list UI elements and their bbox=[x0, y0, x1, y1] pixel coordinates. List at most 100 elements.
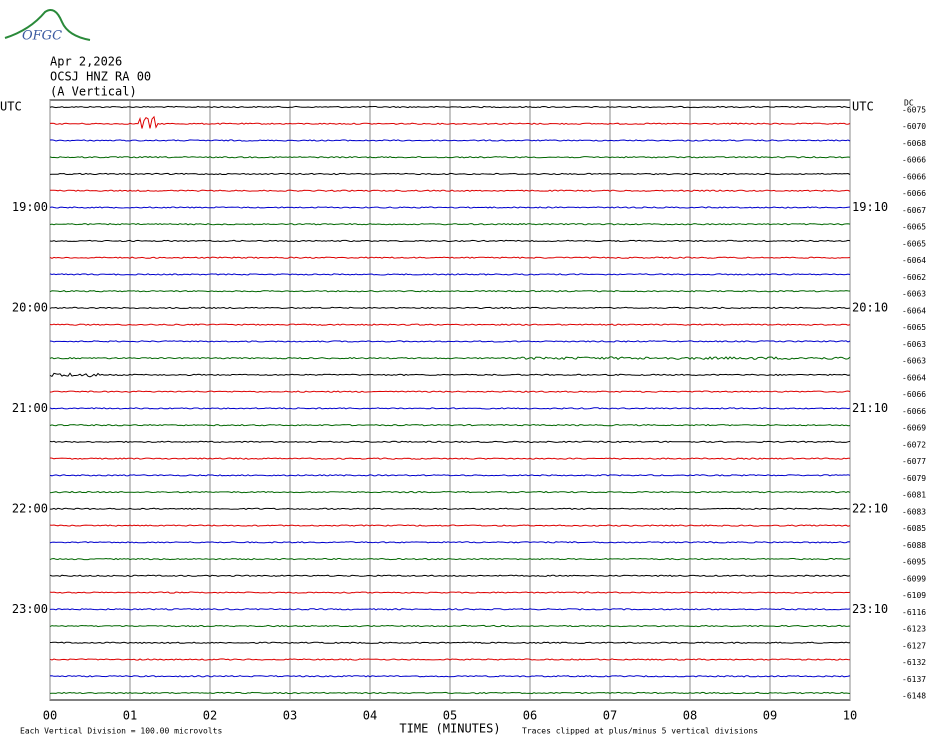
clip-note: Traces clipped at plus/minus 5 vertical … bbox=[522, 727, 758, 736]
trace bbox=[49, 641, 851, 644]
trace bbox=[49, 608, 851, 611]
dc-offset: -6070 bbox=[902, 122, 926, 131]
trace bbox=[49, 105, 851, 109]
trace bbox=[49, 675, 851, 678]
dc-offset: -6063 bbox=[902, 290, 926, 299]
trace bbox=[49, 658, 851, 661]
dc-offset: -6066 bbox=[902, 189, 926, 198]
x-tick-label: 00 bbox=[43, 709, 57, 723]
dc-offset: -6062 bbox=[902, 273, 926, 282]
trace bbox=[49, 574, 851, 577]
x-tick-label: 01 bbox=[123, 709, 137, 723]
dc-offset: -6064 bbox=[902, 256, 926, 265]
dc-offset: -6068 bbox=[902, 139, 926, 148]
trace bbox=[49, 423, 851, 427]
trace bbox=[49, 340, 851, 343]
dc-offset: -6083 bbox=[902, 507, 926, 516]
station: OCSJ HNZ RA 00 bbox=[50, 70, 151, 84]
trace bbox=[49, 440, 851, 444]
date: Apr 2,2026 bbox=[50, 55, 122, 69]
trace bbox=[49, 115, 851, 129]
dc-offset: -6064 bbox=[902, 306, 926, 315]
dc-offset: -6075 bbox=[902, 106, 926, 115]
trace bbox=[49, 557, 851, 561]
scale-note: Each Vertical Division = 100.00 microvol… bbox=[20, 727, 222, 736]
dc-offset: -6066 bbox=[902, 172, 926, 181]
right-time-label: 21:10 bbox=[852, 401, 888, 415]
x-tick-label: 08 bbox=[683, 709, 697, 723]
trace bbox=[49, 624, 851, 628]
trace bbox=[49, 541, 851, 544]
dc-offset: -6116 bbox=[902, 608, 926, 617]
x-tick-label: 04 bbox=[363, 709, 377, 723]
dc-offset: -6132 bbox=[902, 658, 926, 667]
trace bbox=[49, 206, 851, 209]
trace bbox=[49, 691, 851, 695]
trace bbox=[49, 156, 851, 159]
dc-offset: -6066 bbox=[902, 156, 926, 165]
dc-offset: -6066 bbox=[902, 407, 926, 416]
x-tick-label: 09 bbox=[763, 709, 777, 723]
trace bbox=[49, 524, 851, 527]
dc-offset: -6066 bbox=[902, 390, 926, 399]
dc-offset: -6065 bbox=[902, 323, 926, 332]
dc-offset: -6137 bbox=[902, 675, 926, 684]
dc-offset: -6088 bbox=[902, 541, 926, 550]
left-time-label: UTC bbox=[0, 100, 22, 114]
dc-offset: -6109 bbox=[902, 591, 926, 600]
dc-offset: -6079 bbox=[902, 474, 926, 483]
dc-offset: -6063 bbox=[902, 357, 926, 366]
left-time-label: 20:00 bbox=[12, 300, 48, 314]
x-tick-label: 03 bbox=[283, 709, 297, 723]
right-time-label: 19:10 bbox=[852, 200, 888, 214]
right-time-label: UTC bbox=[852, 100, 874, 114]
x-tick-label: 10 bbox=[843, 709, 857, 723]
trace bbox=[49, 474, 851, 477]
dc-offset: -6065 bbox=[902, 223, 926, 232]
x-axis-label: TIME (MINUTES) bbox=[399, 722, 500, 736]
right-time-label: 23:10 bbox=[852, 602, 888, 616]
left-time-label: 19:00 bbox=[12, 200, 48, 214]
dc-offset: -6127 bbox=[902, 641, 926, 650]
trace bbox=[49, 139, 851, 142]
left-time-label: 21:00 bbox=[12, 401, 48, 415]
dc-header: DC bbox=[904, 99, 914, 108]
trace bbox=[50, 189, 851, 192]
dc-offset: -6067 bbox=[902, 206, 926, 215]
trace bbox=[50, 507, 851, 510]
dc-offset: -6085 bbox=[902, 524, 926, 533]
dc-offset: -6063 bbox=[902, 340, 926, 349]
dc-offset: -6095 bbox=[902, 558, 926, 567]
dc-offset: -6072 bbox=[902, 440, 926, 449]
x-tick-label: 05 bbox=[443, 709, 457, 723]
x-tick-label: 06 bbox=[523, 709, 537, 723]
dc-offset: -6077 bbox=[902, 457, 926, 466]
trace bbox=[49, 290, 851, 293]
trace bbox=[49, 306, 851, 310]
logo-arc bbox=[4, 9, 91, 41]
component: (A Vertical) bbox=[50, 85, 137, 99]
trace bbox=[49, 356, 851, 360]
right-time-label: 22:10 bbox=[852, 501, 888, 515]
trace bbox=[49, 239, 851, 243]
trace bbox=[49, 323, 851, 326]
dc-offset: -6123 bbox=[902, 625, 926, 634]
dc-offset: -6148 bbox=[902, 692, 926, 701]
x-tick-label: 02 bbox=[203, 709, 217, 723]
dc-offset: -6081 bbox=[902, 491, 926, 500]
trace bbox=[49, 390, 851, 393]
trace bbox=[49, 591, 851, 594]
trace bbox=[49, 223, 851, 226]
x-tick-label: 07 bbox=[603, 709, 617, 723]
trace bbox=[49, 372, 851, 378]
dc-offset: -6069 bbox=[902, 424, 926, 433]
logo-text: OFGC bbox=[22, 29, 62, 44]
trace bbox=[49, 256, 851, 259]
trace bbox=[49, 490, 851, 494]
left-time-label: 22:00 bbox=[12, 501, 48, 515]
dc-offset: -6065 bbox=[902, 239, 926, 248]
trace bbox=[49, 457, 850, 460]
right-time-label: 20:10 bbox=[852, 300, 888, 314]
